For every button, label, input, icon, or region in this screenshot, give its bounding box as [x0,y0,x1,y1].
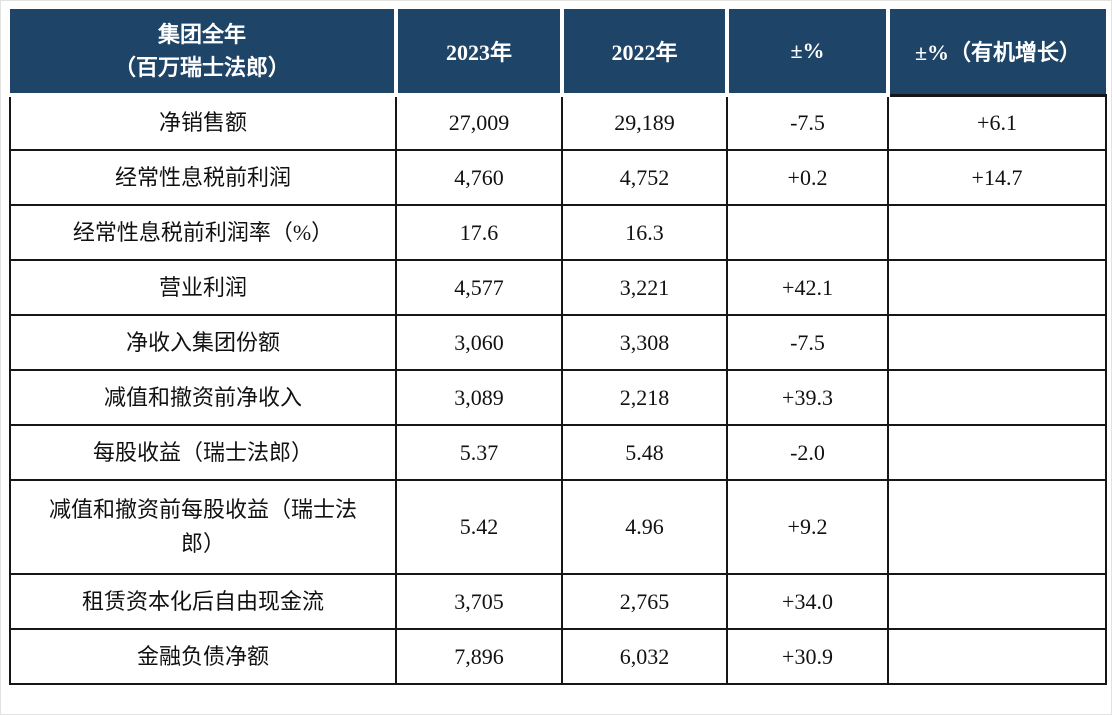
table-row-net-financial-debt: 金融负债净额 7,896 6,032 +30.9 [9,628,1107,685]
value-2022: 4,752 [561,149,728,206]
table-row-eps: 每股收益（瑞士法郎） 5.37 5.48 -2.0 [9,424,1107,481]
value-change-pct: +0.2 [726,149,889,206]
value-2022: 3,308 [561,314,728,371]
value-organic-pct: +6.1 [887,93,1107,151]
value-organic-pct [887,479,1107,575]
value-2022: 2,765 [561,573,728,630]
value-2023: 5.42 [395,479,563,575]
value-2023: 3,089 [395,369,563,426]
row-label: 营业利润 [9,259,397,316]
value-2022: 3,221 [561,259,728,316]
table-header-row: 集团全年 （百万瑞士法郎） 2023年 2022年 ±% ±%（有机增长） [10,9,1106,97]
value-change-pct: -7.5 [726,314,889,371]
header-cell-metric: 集团全年 （百万瑞士法郎） [10,9,398,97]
value-organic-pct [887,259,1107,316]
value-change-pct: -2.0 [726,424,889,481]
table-row-recurring-ebit: 经常性息税前利润 4,760 4,752 +0.2 +14.7 [9,149,1107,206]
row-label: 减值和撤资前净收入 [9,369,397,426]
table-row-operating-profit: 营业利润 4,577 3,221 +42.1 [9,259,1107,316]
row-label: 经常性息税前利润 [9,149,397,206]
value-2023: 3,060 [395,314,563,371]
value-organic-pct [887,424,1107,481]
row-label: 每股收益（瑞士法郎） [9,424,397,481]
row-label: 净销售额 [9,95,397,151]
value-change-pct: +39.3 [726,369,889,426]
value-2023: 7,896 [395,628,563,685]
header-cell-2023: 2023年 [396,9,564,97]
value-2023: 5.37 [395,424,563,481]
value-change-pct: +34.0 [726,573,889,630]
table-row-net-sales: 净销售额 27,009 29,189 -7.5 +6.1 [9,93,1107,151]
value-change-pct: +30.9 [726,628,889,685]
header-metric-subtitle: （百万瑞士法郎） [113,55,290,80]
value-2023: 4,760 [395,149,563,206]
value-2022: 2,218 [561,369,728,426]
header-cell-change-pct: ±% [727,9,890,97]
value-2023: 17.6 [395,204,563,261]
header-cell-2022: 2022年 [562,9,729,97]
table-row-net-income-before-impairment: 减值和撤资前净收入 3,089 2,218 +39.3 [9,369,1107,426]
value-2022: 6,032 [561,628,728,685]
value-change-pct: -7.5 [726,95,889,151]
value-change-pct: +9.2 [726,479,889,575]
group-annual-results-table: 集团全年 （百万瑞士法郎） 2023年 2022年 ±% ±%（有机增长） 净销… [9,9,1107,685]
value-2022: 5.48 [561,424,728,481]
value-2023: 27,009 [395,95,563,151]
value-organic-pct: +14.7 [887,149,1107,206]
value-organic-pct [887,573,1107,630]
row-label: 净收入集团份额 [9,314,397,371]
value-organic-pct [887,628,1107,685]
value-2022: 16.3 [561,204,728,261]
value-organic-pct [887,314,1107,371]
value-2022: 4.96 [561,479,728,575]
header-cell-organic-growth-pct: ±%（有机增长） [888,9,1106,97]
value-2023: 3,705 [395,573,563,630]
value-2023: 4,577 [395,259,563,316]
value-2022: 29,189 [561,95,728,151]
value-change-pct: +42.1 [726,259,889,316]
row-label: 经常性息税前利润率（%） [9,204,397,261]
table-row-free-cash-flow: 租赁资本化后自由现金流 3,705 2,765 +34.0 [9,573,1107,630]
header-metric-title: 集团全年 [157,22,246,47]
row-label: 租赁资本化后自由现金流 [9,573,397,630]
value-organic-pct [887,204,1107,261]
table-row-recurring-ebit-margin: 经常性息税前利润率（%） 17.6 16.3 [9,204,1107,261]
value-organic-pct [887,369,1107,426]
value-change-pct [726,204,889,261]
row-label: 金融负债净额 [9,628,397,685]
table-row-eps-before-impairment: 减值和撤资前每股收益（瑞士法郎） 5.42 4.96 +9.2 [9,479,1107,575]
table-row-net-income-group-share: 净收入集团份额 3,060 3,308 -7.5 [9,314,1107,371]
row-label: 减值和撤资前每股收益（瑞士法郎） [9,479,397,575]
